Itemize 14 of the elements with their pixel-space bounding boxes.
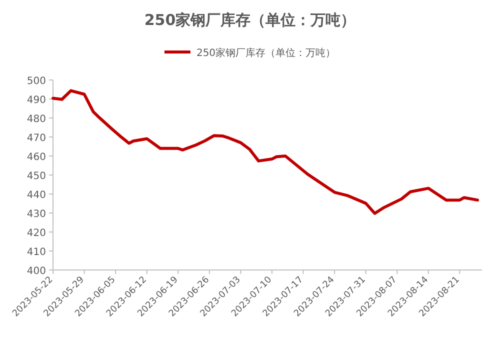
y-tick-label: 420 [26, 228, 46, 239]
y-tick-label: 410 [26, 247, 46, 258]
y-tick-label: 440 [26, 190, 46, 201]
y-tick-label: 460 [26, 152, 46, 163]
y-tick-label: 400 [26, 266, 46, 277]
chart-title: 250家钢厂库存（单位：万吨） [144, 11, 356, 29]
legend-label: 250家钢厂库存（单位：万吨） [196, 47, 336, 59]
y-tick-label: 490 [26, 95, 46, 106]
y-tick-label: 450 [26, 171, 46, 182]
y-tick-label: 500 [26, 76, 46, 87]
y-tick-label: 480 [26, 114, 46, 125]
y-tick-label: 430 [26, 209, 46, 220]
y-tick-label: 470 [26, 133, 46, 144]
line-series [52, 89, 480, 215]
